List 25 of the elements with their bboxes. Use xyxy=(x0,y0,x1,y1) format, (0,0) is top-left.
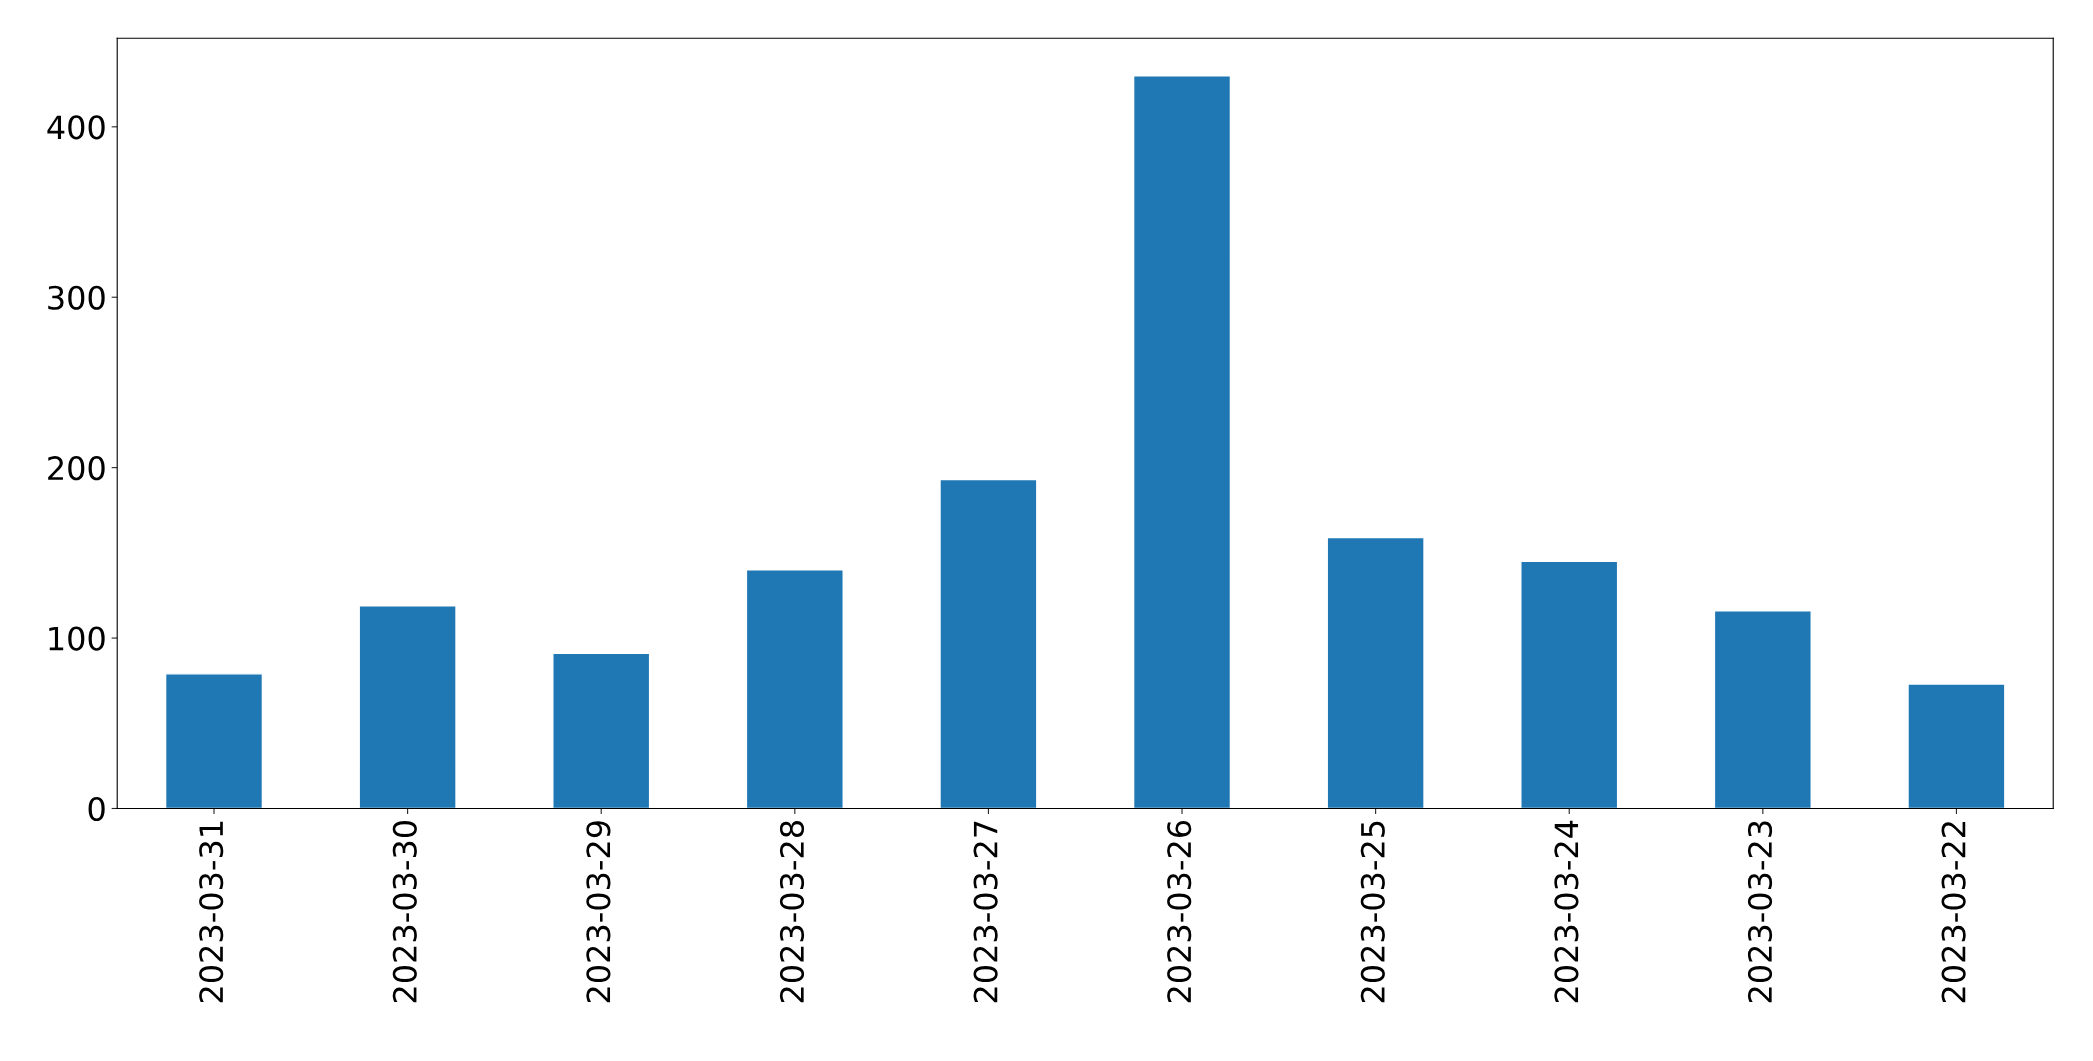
y-tick-label: 0 xyxy=(88,796,105,822)
bar xyxy=(1907,683,2006,809)
y-tick-label: 300 xyxy=(48,285,105,310)
bar xyxy=(1520,560,1619,809)
bar xyxy=(1713,610,1812,809)
bar xyxy=(1132,74,1232,809)
y-tick-label: 400 xyxy=(47,115,105,140)
bar xyxy=(552,652,651,809)
y-tick-label: 100 xyxy=(49,626,105,651)
bar xyxy=(164,673,264,809)
x-tick-label: 2023-03-26 xyxy=(1167,820,1192,1003)
x-tick-label: 2023-03-31 xyxy=(199,821,224,1003)
bar xyxy=(358,604,457,809)
x-tick-label: 2023-03-22 xyxy=(1941,822,1966,1003)
bar xyxy=(939,478,1038,809)
x-tick-label: 2023-03-25 xyxy=(1360,821,1385,1003)
bar xyxy=(1326,536,1425,809)
x-tick-label: 2023-03-24 xyxy=(1554,820,1579,1003)
x-tick-label: 2023-03-29 xyxy=(586,821,611,1003)
bar xyxy=(745,569,844,809)
x-tick-label: 2023-03-30 xyxy=(392,821,417,1003)
x-tick-label: 2023-03-27 xyxy=(973,821,998,1003)
x-tick-label: 2023-03-23 xyxy=(1747,821,1773,1003)
x-tick-label: 2023-03-28 xyxy=(779,821,805,1003)
y-tick-label: 200 xyxy=(48,456,105,481)
